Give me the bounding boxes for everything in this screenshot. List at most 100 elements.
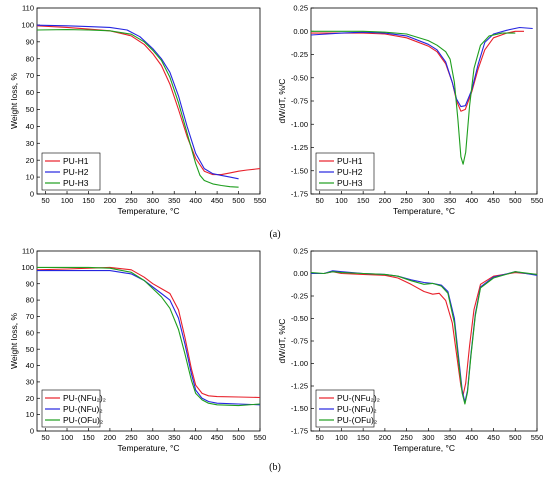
y-tick-label: 110 <box>22 4 34 13</box>
x-tick-label: 150 <box>82 196 95 205</box>
x-axis-label: Temperature, °C <box>118 206 180 216</box>
y-tick-label: -0.25 <box>291 292 308 301</box>
x-tick-label: 550 <box>531 196 544 205</box>
y-tick-label: -1.00 <box>291 120 308 129</box>
x-tick-label: 250 <box>400 433 413 442</box>
x-tick-label: 400 <box>466 196 479 205</box>
x-tick-label: 50 <box>316 196 324 205</box>
y-tick-label: 40 <box>26 122 34 131</box>
chart-bl: 50 100 150 200 250 300 350 400 450 500 550 0 10 20 30 4… <box>9 247 266 453</box>
x-tick-label: 300 <box>422 433 435 442</box>
x-tick-label: 500 <box>509 433 522 442</box>
legend-label-2: PU-H2 <box>337 167 363 177</box>
x-tick-label: 550 <box>254 433 267 442</box>
y-tick-label: -0.75 <box>291 97 308 106</box>
legend-label-2: PU-H2 <box>63 167 89 177</box>
series-line-3 <box>311 271 537 405</box>
y-tick-label: -0.50 <box>291 314 308 323</box>
legend-label-3: PU-(OFu)₂ <box>63 415 103 425</box>
x-tick-label: 300 <box>147 433 160 442</box>
x-axis-label: Temperature, °C <box>118 443 180 453</box>
y-tick-label: 90 <box>26 279 34 288</box>
y-tick-label: 0.25 <box>293 247 308 256</box>
x-tick-label: 50 <box>316 433 324 442</box>
y-tick-label: 100 <box>21 21 34 30</box>
y-axis-label: dW/dT, %/C <box>277 79 287 124</box>
y-axis-label: dW/dT, %/C <box>277 319 287 364</box>
x-tick-label: 250 <box>125 433 138 442</box>
series-line-2 <box>37 270 260 406</box>
x-tick-label: 150 <box>82 433 95 442</box>
y-tick-label: 0 <box>30 427 34 436</box>
legend-label-1: PU-H1 <box>337 156 363 166</box>
x-tick-label: 250 <box>125 196 138 205</box>
x-tick-label: 450 <box>487 196 500 205</box>
x-tick-label: 350 <box>168 433 181 442</box>
x-tick-label: 500 <box>509 196 522 205</box>
y-tick-label: -0.75 <box>291 337 308 346</box>
y-tick-label: 20 <box>26 156 34 165</box>
x-tick-label: 550 <box>254 196 267 205</box>
legend-label-1: PU-(NFu₂)₂ <box>63 393 106 403</box>
x-tick-label: 150 <box>357 196 370 205</box>
series-line-1 <box>311 271 537 396</box>
y-tick-label: 70 <box>26 312 34 321</box>
y-tick-label: -1.50 <box>291 404 308 413</box>
legend-label-3: PU-H3 <box>63 178 89 188</box>
series-line-3 <box>37 266 260 407</box>
y-tick-label: 30 <box>26 139 34 148</box>
y-axis-label: Weight loss, % <box>9 313 19 370</box>
y-tick-label: 80 <box>26 296 34 305</box>
y-tick-label: 30 <box>26 378 34 387</box>
x-tick-label: 150 <box>357 433 370 442</box>
x-tick-label: 100 <box>335 433 348 442</box>
chart-tl: 50 100 150 200 250 300 350 400 450 500 550 0 10 20 30 4… <box>9 4 266 216</box>
x-tick-label: 100 <box>61 196 74 205</box>
y-axis-label: Weight loss, % <box>9 73 19 130</box>
y-tick-label: 80 <box>26 54 34 63</box>
x-tick-label: 450 <box>211 196 224 205</box>
x-tick-label: 100 <box>61 433 74 442</box>
y-tick-label: -1.50 <box>291 166 308 175</box>
series-line-2 <box>37 24 239 180</box>
y-tick-label: 20 <box>26 394 34 403</box>
x-tick-label: 250 <box>400 196 413 205</box>
y-tick-label: -0.50 <box>291 73 308 82</box>
y-tick-label: 110 <box>22 247 34 256</box>
y-tick-label: 50 <box>26 345 34 354</box>
x-tick-label: 200 <box>104 196 117 205</box>
caption-b: (b) <box>269 462 281 473</box>
legend-label-3: PU-H3 <box>337 178 363 188</box>
series-line-1 <box>311 30 524 112</box>
chart-tr: 50 100 150 200 250 300 350 400 450 500 550 0.25 0.00… <box>277 4 543 216</box>
y-tick-label: -1.25 <box>291 382 308 391</box>
y-tick-label: 10 <box>26 173 34 182</box>
series-line-3 <box>37 29 239 188</box>
y-tick-label: -1.75 <box>291 427 308 436</box>
y-tick-label: 40 <box>26 361 34 370</box>
y-tick-label: 60 <box>26 88 34 97</box>
legend-label-1: PU-H1 <box>63 156 89 166</box>
y-tick-label: -1.00 <box>291 359 308 368</box>
y-tick-label: -0.25 <box>291 50 308 59</box>
y-tick-label: 70 <box>26 71 34 80</box>
legend-label-2: PU-(NFu)₂ <box>337 404 377 414</box>
series-line-1 <box>37 266 260 399</box>
x-tick-label: 350 <box>168 196 181 205</box>
plot-frame <box>36 7 261 195</box>
x-tick-label: 300 <box>147 196 160 205</box>
y-tick-label: 60 <box>26 328 34 337</box>
y-tick-label: 50 <box>26 105 34 114</box>
series-line-2 <box>311 270 537 403</box>
y-tick-label: 0.00 <box>293 27 308 36</box>
series-line-3 <box>311 30 516 165</box>
x-tick-label: 200 <box>379 196 392 205</box>
x-tick-label: 200 <box>104 433 117 442</box>
x-tick-label: 400 <box>189 433 202 442</box>
y-tick-label: 100 <box>21 263 34 272</box>
legend-label-1: PU-(NFu₂)₂ <box>337 393 380 403</box>
x-tick-label: 500 <box>232 433 245 442</box>
x-tick-label: 350 <box>444 196 457 205</box>
chart-br: 50 100 150 200 250 300 350 400 450 500 550 0.25 0.00… <box>277 247 543 453</box>
